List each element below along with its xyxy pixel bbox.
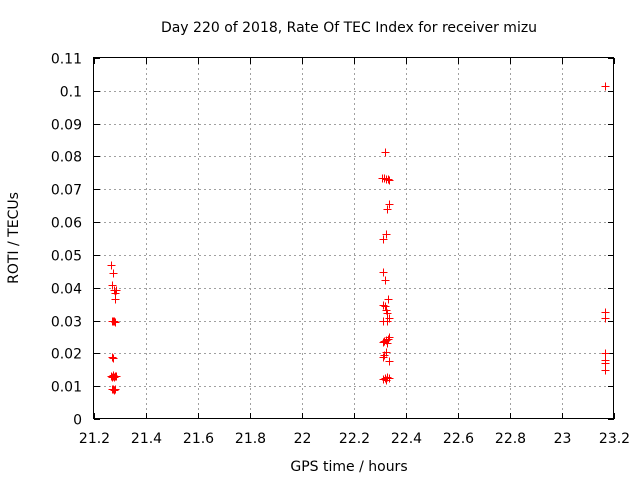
data-point (601, 366, 610, 375)
data-point (110, 317, 119, 326)
data-point (110, 373, 119, 382)
y-tick-label: 0.08 (51, 150, 82, 166)
data-point (384, 295, 393, 304)
x-tick-label: 22.8 (495, 431, 526, 447)
x-tick-label: 21.2 (79, 431, 110, 447)
data-point (379, 235, 388, 244)
y-tick-label: 0.04 (51, 282, 82, 298)
y-tick-label: 0.01 (51, 380, 82, 396)
data-point (385, 357, 394, 366)
x-axis-label: GPS time / hours (290, 459, 407, 475)
data-point (379, 301, 388, 310)
data-point (381, 302, 390, 311)
data-point (111, 295, 120, 304)
data-point (111, 385, 120, 394)
data-point (110, 386, 119, 395)
x-tick-label: 21.8 (235, 431, 266, 447)
x-tick-label: 22.2 (339, 431, 370, 447)
data-point (383, 317, 392, 326)
data-point (380, 174, 389, 183)
data-point (384, 175, 393, 184)
data-point (383, 205, 392, 214)
data-point (107, 261, 116, 270)
chart-title: Day 220 of 2018, Rate Of TEC Index for r… (161, 20, 537, 36)
data-point (384, 335, 393, 344)
data-point (601, 359, 610, 368)
grid (94, 58, 614, 419)
data-point (385, 200, 394, 209)
data-point (601, 82, 610, 91)
y-tick-label: 0 (73, 413, 82, 429)
x-tick-label: 22 (294, 431, 312, 447)
y-tick-label: 0.05 (51, 249, 82, 265)
x-tick-label: 22.6 (443, 431, 474, 447)
y-tick-label: 0.11 (51, 52, 82, 68)
y-tick-label: 0.09 (51, 118, 82, 134)
data-points (107, 82, 610, 395)
y-tick-label: 0.07 (51, 183, 82, 199)
data-point (379, 268, 388, 277)
y-tick-label: 0.1 (60, 85, 82, 101)
y-tick-label: 0.03 (51, 315, 82, 331)
data-point (382, 230, 391, 239)
x-tick-label: 22.4 (391, 431, 422, 447)
y-axis-label: ROTI / TECUs (6, 192, 22, 284)
data-point (379, 338, 388, 347)
y-axis-ticks: 0 0.01 0.02 0.03 0.04 0.05 0.06 0.07 0.08 0.09 0.1… (51, 52, 614, 429)
data-point (385, 374, 394, 383)
x-axis-ticks: 21.2 21.4 21.6 21.8 22 22.2 22.4 22.6 22.8 23 23.2 (79, 58, 630, 447)
data-point (601, 349, 610, 358)
data-point (601, 314, 610, 323)
data-point (111, 318, 120, 327)
data-point (108, 281, 117, 290)
x-tick-label: 21.6 (183, 431, 214, 447)
data-point (112, 372, 121, 381)
data-point (108, 353, 117, 362)
data-point (109, 354, 118, 363)
data-point (383, 373, 392, 382)
data-point (385, 176, 394, 185)
data-point (380, 351, 389, 360)
data-point (112, 286, 121, 295)
data-point (109, 269, 118, 278)
plot-frame (93, 57, 614, 419)
x-tick-label: 21.4 (131, 431, 162, 447)
data-point (383, 309, 392, 318)
data-point (379, 353, 388, 362)
data-point (383, 339, 392, 348)
x-tick-label: 23 (554, 431, 572, 447)
data-point (381, 276, 390, 285)
y-tick-label: 0.02 (51, 347, 82, 363)
data-point (381, 148, 390, 157)
y-tick-label: 0.06 (51, 216, 82, 232)
x-tick-label: 23.2 (599, 431, 630, 447)
